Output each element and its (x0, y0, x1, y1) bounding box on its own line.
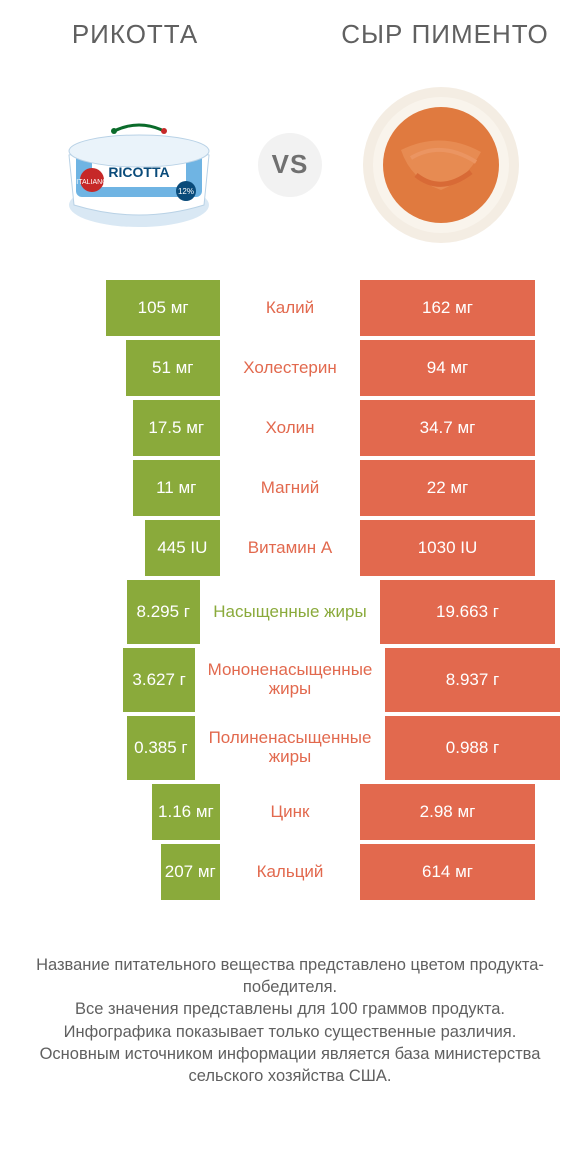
ricotta-tub-icon: RICOTTA ITALIANO 12% (44, 95, 234, 235)
row-bars: 8.295 гНасыщенные жиры19.663 г (0, 580, 580, 644)
row-bars: 105 мгКалий162 мг (0, 280, 580, 336)
left-product-image: RICOTTA ITALIANO 12% (20, 95, 258, 235)
right-bar-col: 162 мг (360, 280, 580, 336)
nutrient-label: Холин (220, 400, 360, 456)
right-value-bar: 34.7 мг (360, 400, 535, 456)
right-value-bar: 1030 IU (360, 520, 535, 576)
row-bars: 3.627 гМононенасыщенные жиры8.937 г (0, 648, 580, 712)
left-bar-col: 105 мг (0, 280, 220, 336)
table-row: 3.627 гМононенасыщенные жиры8.937 г (0, 648, 580, 712)
row-bars: 445 IUВитамин A1030 IU (0, 520, 580, 576)
row-bars: 17.5 мгХолин34.7 мг (0, 400, 580, 456)
table-row: 105 мгКалий162 мг (0, 280, 580, 336)
left-bar-col: 0.385 г (0, 716, 195, 780)
nutrient-label: Магний (220, 460, 360, 516)
nutrient-label: Холестерин (220, 340, 360, 396)
left-value-bar: 445 IU (145, 520, 220, 576)
left-bar-col: 17.5 мг (0, 400, 220, 456)
row-bars: 11 мгМагний22 мг (0, 460, 580, 516)
nutrient-label: Мононенасыщенные жиры (195, 648, 385, 712)
left-bar-col: 8.295 г (0, 580, 200, 644)
footer-text: Название питательного вещества представл… (0, 904, 580, 1088)
table-row: 17.5 мгХолин34.7 мг (0, 400, 580, 456)
right-value-bar: 8.937 г (385, 648, 560, 712)
left-value-bar: 1.16 мг (152, 784, 220, 840)
nutrient-label: Полиненасыщенные жиры (195, 716, 385, 780)
right-value-bar: 162 мг (360, 280, 535, 336)
right-bar-col: 19.663 г (380, 580, 580, 644)
row-bars: 1.16 мгЦинк2.98 мг (0, 784, 580, 840)
left-bar-col: 207 мг (0, 844, 220, 900)
nutrient-label: Кальций (220, 844, 360, 900)
right-value-bar: 94 мг (360, 340, 535, 396)
left-value-bar: 17.5 мг (133, 400, 221, 456)
footer-line-4: Основным источником информации является … (30, 1043, 550, 1088)
table-row: 445 IUВитамин A1030 IU (0, 520, 580, 576)
right-value-bar: 0.988 г (385, 716, 560, 780)
right-product-title: СЫР ПИМЕНТО (320, 20, 570, 50)
row-bars: 207 мгКальций614 мг (0, 844, 580, 900)
table-row: 8.295 гНасыщенные жиры19.663 г (0, 580, 580, 644)
right-bar-col: 614 мг (360, 844, 580, 900)
left-bar-col: 1.16 мг (0, 784, 220, 840)
nutrient-label: Витамин A (220, 520, 360, 576)
right-value-bar: 2.98 мг (360, 784, 535, 840)
footer-line-3: Инфографика показывает только существенн… (30, 1021, 550, 1043)
left-product-title: РИКОТТА (10, 20, 260, 50)
table-row: 11 мгМагний22 мг (0, 460, 580, 516)
left-bar-col: 445 IU (0, 520, 220, 576)
left-bar-col: 11 мг (0, 460, 220, 516)
left-value-bar: 51 мг (126, 340, 221, 396)
header-spacer (260, 20, 320, 50)
left-value-bar: 0.385 г (127, 716, 195, 780)
table-row: 207 мгКальций614 мг (0, 844, 580, 900)
row-bars: 51 мгХолестерин94 мг (0, 340, 580, 396)
right-value-bar: 22 мг (360, 460, 535, 516)
right-bar-col: 94 мг (360, 340, 580, 396)
svg-text:12%: 12% (178, 187, 194, 196)
row-bars: 0.385 гПолиненасыщенные жиры0.988 г (0, 716, 580, 780)
right-bar-col: 22 мг (360, 460, 580, 516)
nutrient-label: Калий (220, 280, 360, 336)
table-row: 0.385 гПолиненасыщенные жиры0.988 г (0, 716, 580, 780)
left-value-bar: 11 мг (133, 460, 221, 516)
footer-line-2: Все значения представлены для 100 граммо… (30, 998, 550, 1020)
right-bar-col: 8.937 г (385, 648, 580, 712)
left-value-bar: 8.295 г (127, 580, 201, 644)
left-bar-col: 51 мг (0, 340, 220, 396)
vs-badge: VS (258, 133, 322, 197)
left-value-bar: 105 мг (106, 280, 220, 336)
right-bar-col: 0.988 г (385, 716, 580, 780)
nutrient-label: Цинк (220, 784, 360, 840)
svg-text:ITALIANO: ITALIANO (76, 179, 108, 186)
right-bar-col: 34.7 мг (360, 400, 580, 456)
right-product-image (322, 80, 560, 250)
left-bar-col: 3.627 г (0, 648, 195, 712)
nutrition-table: 105 мгКалий162 мг51 мгХолестерин94 мг17.… (0, 280, 580, 900)
right-value-bar: 614 мг (360, 844, 535, 900)
images-row: RICOTTA ITALIANO 12% VS (0, 50, 580, 280)
pimento-bowl-icon (356, 80, 526, 250)
left-value-bar: 3.627 г (123, 648, 195, 712)
left-value-bar: 207 мг (161, 844, 221, 900)
header-row: РИКОТТА СЫР ПИМЕНТО (0, 0, 580, 50)
right-value-bar: 19.663 г (380, 580, 555, 644)
right-bar-col: 2.98 мг (360, 784, 580, 840)
nutrient-label: Насыщенные жиры (200, 580, 380, 644)
table-row: 1.16 мгЦинк2.98 мг (0, 784, 580, 840)
right-bar-col: 1030 IU (360, 520, 580, 576)
table-row: 51 мгХолестерин94 мг (0, 340, 580, 396)
footer-line-1: Название питательного вещества представл… (30, 954, 550, 999)
